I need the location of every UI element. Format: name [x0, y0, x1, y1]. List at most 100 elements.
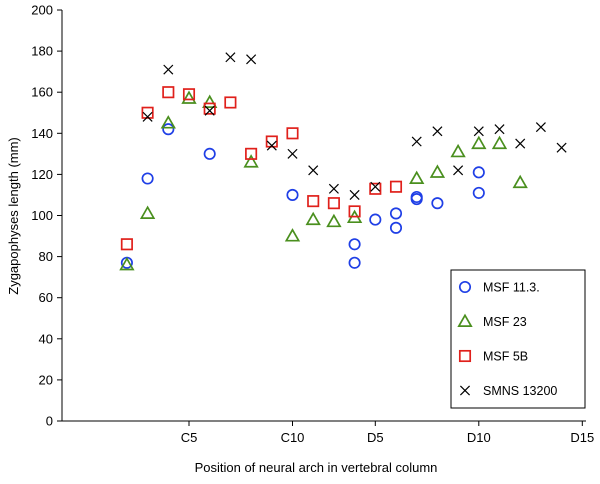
- data-point: [245, 147, 258, 160]
- data-point: [472, 166, 485, 179]
- data-point: [139, 205, 156, 219]
- data-point: [202, 94, 218, 108]
- data-point: [389, 207, 403, 220]
- data-point: [327, 197, 340, 210]
- data-point: [491, 135, 508, 150]
- legend-marker: [458, 349, 472, 363]
- legend: MSF 11.3. MSF 23 MSF 5B SMNS 13200: [450, 269, 586, 409]
- data-point: [225, 52, 236, 63]
- data-point: [286, 127, 299, 140]
- data-point: [409, 170, 425, 185]
- data-point: [305, 211, 321, 226]
- data-point: [389, 221, 403, 234]
- data-point: [284, 228, 301, 242]
- data-point: [182, 88, 196, 101]
- data-point: [307, 195, 320, 208]
- data-points: [119, 52, 567, 271]
- x-tick-label: C5: [181, 430, 198, 445]
- y-tick-label: 120: [31, 167, 53, 182]
- data-point: [453, 165, 464, 176]
- y-tick-label: 0: [46, 414, 53, 429]
- data-point: [163, 64, 174, 75]
- data-point: [389, 180, 403, 193]
- data-point: [369, 182, 382, 195]
- data-point: [203, 147, 216, 160]
- y-tick-label: 20: [39, 372, 53, 387]
- legend-item: SMNS 13200: [459, 384, 557, 398]
- data-point: [411, 136, 422, 147]
- legend-item: MSF 5B: [458, 349, 528, 364]
- data-point: [204, 105, 215, 116]
- series-3: [142, 52, 567, 200]
- series-0: [120, 123, 485, 269]
- data-point: [472, 186, 485, 199]
- axes: [57, 9, 586, 426]
- data-point: [162, 86, 175, 99]
- x-tick-label: D10: [467, 430, 491, 445]
- tick-labels: 0 20 40 60 80 100 120 140 160 180 200 C5 C10 D5 D10 D15…: [31, 3, 594, 446]
- x-tick-label: C10: [281, 430, 305, 445]
- series-2: [120, 86, 403, 251]
- legend-label: MSF 11.3.: [483, 281, 540, 295]
- data-point: [515, 138, 526, 149]
- y-axis-label: Zygapophyses length (mm): [6, 137, 21, 295]
- data-point: [471, 135, 487, 150]
- data-point: [141, 106, 154, 119]
- data-point: [432, 126, 443, 137]
- y-tick-label: 100: [31, 208, 53, 223]
- data-point: [348, 256, 361, 269]
- data-point: [348, 205, 361, 218]
- legend-item: MSF 11.3.: [458, 280, 540, 295]
- data-point: [429, 164, 446, 178]
- x-tick-label: D15: [570, 430, 594, 445]
- data-point: [431, 197, 444, 210]
- y-tick-label: 40: [39, 331, 53, 346]
- data-point: [160, 115, 176, 129]
- y-tick-label: 80: [39, 249, 53, 264]
- data-point: [348, 238, 361, 251]
- data-point: [141, 172, 154, 185]
- data-point: [410, 190, 423, 204]
- legend-marker: [459, 385, 471, 396]
- y-tick-label: 160: [31, 85, 53, 100]
- series-1: [119, 90, 528, 271]
- data-point: [512, 174, 528, 189]
- data-point: [246, 54, 257, 65]
- data-point: [370, 181, 381, 192]
- data-point: [556, 142, 567, 153]
- legend-label: SMNS 13200: [483, 384, 557, 398]
- legend-label: MSF 23: [483, 315, 527, 329]
- data-point: [326, 213, 342, 228]
- y-tick-label: 200: [31, 3, 53, 18]
- data-point: [243, 154, 259, 168]
- data-point: [494, 124, 505, 135]
- y-tick-label: 60: [39, 290, 53, 305]
- legend-box: [450, 269, 586, 409]
- data-point: [120, 238, 133, 251]
- data-point: [308, 165, 319, 176]
- legend-marker: [458, 280, 472, 294]
- data-point: [286, 188, 299, 201]
- data-point: [265, 135, 278, 148]
- data-point: [142, 111, 153, 122]
- data-point: [119, 256, 135, 271]
- data-point: [181, 90, 197, 104]
- legend-label: MSF 5B: [483, 350, 528, 364]
- data-point: [162, 123, 175, 136]
- data-point: [450, 143, 466, 158]
- data-point: [266, 140, 277, 151]
- y-tick-label: 140: [31, 126, 53, 141]
- y-tick-label: 180: [31, 44, 53, 59]
- legend-marker: [457, 313, 473, 327]
- data-point: [369, 213, 382, 226]
- data-point: [473, 126, 484, 137]
- data-point: [349, 189, 360, 200]
- data-point: [203, 102, 216, 115]
- data-point: [328, 183, 339, 194]
- x-axis-label: Position of neural arch in vertebral col…: [195, 460, 438, 475]
- x-tick-label: D5: [367, 430, 384, 445]
- data-point: [535, 122, 546, 133]
- legend-item: MSF 23: [457, 313, 527, 329]
